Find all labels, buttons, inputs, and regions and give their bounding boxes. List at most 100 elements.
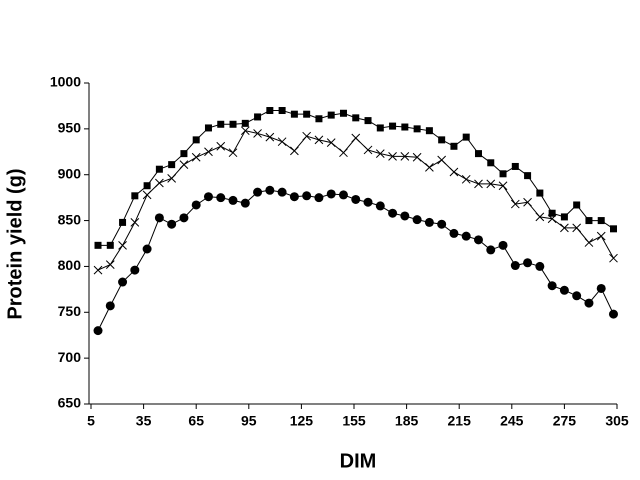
marker bbox=[572, 223, 582, 233]
marker bbox=[498, 240, 508, 250]
marker bbox=[168, 161, 176, 169]
marker bbox=[290, 146, 299, 156]
marker bbox=[596, 231, 606, 241]
marker bbox=[560, 223, 569, 233]
marker bbox=[155, 165, 163, 173]
marker bbox=[536, 189, 544, 197]
marker bbox=[228, 195, 238, 205]
marker bbox=[474, 150, 482, 158]
marker bbox=[326, 189, 336, 199]
marker bbox=[154, 213, 164, 223]
y-tick-label: 750 bbox=[58, 303, 82, 319]
marker bbox=[375, 149, 385, 158]
x-tick-label: 155 bbox=[342, 413, 366, 429]
marker bbox=[510, 261, 520, 271]
marker bbox=[609, 225, 617, 233]
marker bbox=[265, 185, 275, 195]
marker bbox=[179, 213, 189, 223]
marker bbox=[204, 124, 212, 132]
marker bbox=[167, 219, 177, 229]
marker bbox=[363, 145, 373, 155]
marker bbox=[510, 199, 520, 209]
x-tick-label: 215 bbox=[448, 413, 472, 429]
marker bbox=[191, 152, 201, 162]
marker bbox=[167, 174, 177, 183]
marker bbox=[106, 241, 114, 249]
marker bbox=[450, 142, 458, 150]
marker bbox=[400, 152, 410, 161]
marker bbox=[217, 120, 225, 128]
marker bbox=[351, 133, 361, 143]
y-tick-label: 950 bbox=[58, 120, 82, 136]
marker bbox=[437, 219, 447, 229]
y-tick-label: 850 bbox=[58, 211, 82, 227]
marker bbox=[425, 127, 433, 135]
marker bbox=[609, 253, 618, 263]
marker bbox=[204, 147, 213, 157]
marker bbox=[596, 283, 606, 293]
marker bbox=[449, 228, 459, 238]
x-tick-label: 125 bbox=[290, 413, 314, 429]
marker bbox=[203, 192, 213, 202]
marker bbox=[388, 208, 398, 218]
marker bbox=[240, 126, 250, 136]
marker bbox=[327, 111, 335, 119]
series-line bbox=[97, 189, 614, 331]
marker bbox=[352, 114, 360, 122]
marker bbox=[130, 218, 140, 227]
marker bbox=[547, 281, 557, 291]
marker bbox=[585, 217, 593, 225]
marker bbox=[524, 172, 532, 180]
marker bbox=[143, 182, 151, 190]
marker bbox=[597, 217, 605, 225]
marker bbox=[486, 179, 496, 189]
x-tick-label: 35 bbox=[136, 413, 152, 429]
marker bbox=[364, 117, 372, 125]
marker bbox=[130, 265, 140, 275]
marker bbox=[289, 192, 299, 202]
marker bbox=[412, 152, 422, 162]
marker bbox=[437, 155, 447, 165]
marker bbox=[93, 265, 103, 275]
y-tick-label: 1000 bbox=[50, 74, 81, 90]
marker bbox=[240, 198, 250, 208]
marker bbox=[461, 174, 471, 184]
x-axis-label: DIM bbox=[340, 450, 377, 472]
marker bbox=[241, 119, 249, 127]
marker bbox=[375, 201, 385, 211]
marker bbox=[338, 190, 348, 200]
marker bbox=[573, 201, 581, 209]
marker bbox=[266, 107, 274, 115]
marker bbox=[142, 244, 152, 254]
marker bbox=[389, 122, 397, 130]
marker bbox=[277, 137, 287, 147]
marker bbox=[339, 109, 347, 117]
marker bbox=[216, 193, 226, 203]
marker bbox=[487, 159, 495, 167]
y-tick-label: 650 bbox=[58, 395, 82, 411]
marker bbox=[254, 113, 262, 121]
marker bbox=[376, 124, 384, 132]
marker bbox=[425, 163, 434, 172]
marker bbox=[290, 110, 298, 118]
marker bbox=[314, 193, 324, 203]
marker bbox=[265, 132, 275, 142]
marker bbox=[228, 148, 238, 158]
marker bbox=[400, 211, 410, 221]
marker bbox=[523, 197, 532, 207]
marker bbox=[401, 123, 409, 131]
marker bbox=[93, 326, 103, 336]
marker bbox=[142, 190, 152, 200]
marker bbox=[216, 141, 226, 151]
marker bbox=[339, 148, 348, 158]
marker bbox=[180, 150, 188, 158]
y-tick-label: 700 bbox=[58, 349, 82, 365]
x-tick-label: 245 bbox=[500, 413, 524, 429]
marker bbox=[314, 135, 324, 145]
x-tick-label: 5 bbox=[87, 413, 95, 429]
x-tick-label: 185 bbox=[395, 413, 419, 429]
marker bbox=[253, 129, 262, 138]
marker bbox=[560, 213, 568, 221]
marker bbox=[363, 197, 373, 207]
